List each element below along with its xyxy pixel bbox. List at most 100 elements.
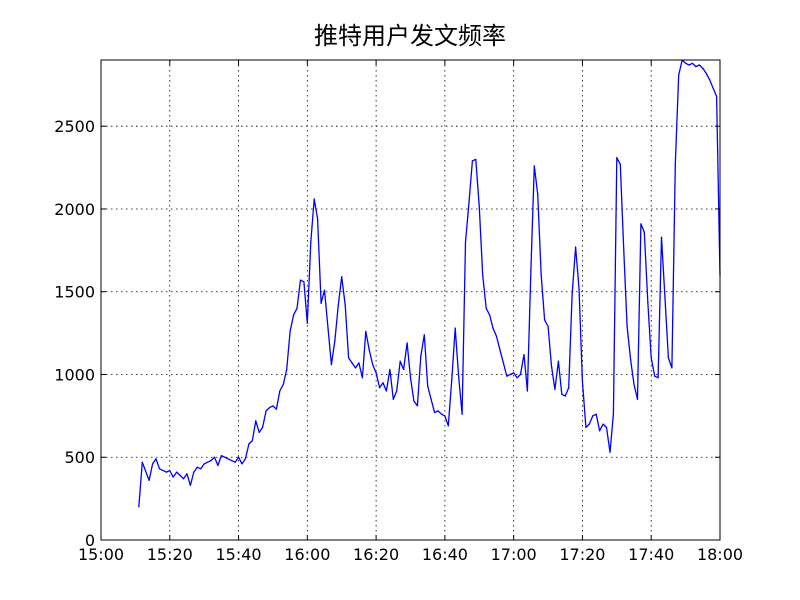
data-point bbox=[557, 360, 560, 362]
data-point bbox=[705, 72, 707, 74]
data-point bbox=[138, 506, 140, 508]
data-point bbox=[537, 193, 539, 195]
data-point bbox=[234, 461, 236, 463]
data-point bbox=[344, 304, 346, 306]
data-point bbox=[420, 355, 422, 357]
x-tick-label: 16:40 bbox=[422, 545, 468, 564]
data-point bbox=[623, 248, 625, 250]
data-point bbox=[275, 408, 277, 410]
data-point bbox=[702, 67, 704, 69]
y-tick-label: 1000 bbox=[54, 365, 95, 384]
data-point bbox=[200, 468, 202, 470]
data-point bbox=[440, 413, 443, 415]
data-point bbox=[231, 460, 233, 462]
data-point bbox=[217, 464, 219, 467]
data-point bbox=[368, 349, 370, 351]
data-point bbox=[691, 62, 694, 64]
plot-area-frame bbox=[100, 59, 721, 541]
data-point bbox=[152, 463, 154, 465]
data-point bbox=[248, 443, 250, 445]
data-point bbox=[667, 357, 670, 359]
data-point bbox=[513, 372, 515, 374]
data-point bbox=[592, 415, 594, 417]
data-point bbox=[337, 304, 339, 306]
data-point bbox=[348, 357, 350, 359]
data-point bbox=[523, 354, 525, 356]
data-point bbox=[561, 393, 563, 395]
data-point bbox=[454, 327, 456, 329]
data-point bbox=[186, 473, 188, 475]
data-point bbox=[365, 330, 367, 332]
data-point bbox=[427, 385, 429, 387]
data-point bbox=[279, 390, 281, 392]
x-tick-label: 16:00 bbox=[284, 545, 330, 564]
data-point bbox=[478, 206, 480, 208]
y-tick-label: 2500 bbox=[54, 117, 95, 136]
data-point bbox=[485, 307, 487, 309]
data-point bbox=[392, 398, 394, 400]
data-point bbox=[633, 383, 635, 385]
data-point bbox=[430, 398, 432, 400]
data-point bbox=[660, 236, 663, 238]
x-axis: 15:00 15:20 15:40 16:00 16:20 16:40 17:00 17:20… bbox=[78, 60, 743, 564]
data-point bbox=[409, 377, 412, 379]
data-point bbox=[530, 269, 532, 271]
data-point bbox=[461, 413, 463, 415]
data-point bbox=[244, 458, 246, 460]
data-point bbox=[695, 66, 697, 68]
data-point bbox=[416, 405, 418, 407]
data-point bbox=[385, 390, 387, 392]
data-point bbox=[464, 241, 467, 243]
data-point bbox=[165, 471, 167, 473]
data-point bbox=[626, 325, 628, 328]
data-point bbox=[155, 458, 157, 460]
data-point bbox=[148, 479, 150, 481]
data-point bbox=[640, 223, 642, 225]
data-point bbox=[299, 279, 302, 281]
data-point bbox=[516, 377, 518, 379]
data-point bbox=[599, 430, 601, 432]
data-point bbox=[320, 302, 322, 304]
y-tick-label: 500 bbox=[64, 448, 95, 467]
data-point bbox=[251, 440, 253, 442]
data-point bbox=[396, 390, 398, 392]
data-point bbox=[193, 471, 195, 473]
series-points bbox=[138, 59, 721, 508]
series-layer bbox=[138, 59, 721, 508]
data-point bbox=[671, 367, 673, 369]
data-point bbox=[334, 340, 336, 342]
data-point bbox=[341, 276, 343, 278]
data-point bbox=[293, 314, 295, 316]
data-point bbox=[306, 322, 308, 324]
data-point bbox=[605, 426, 608, 428]
data-point bbox=[636, 398, 639, 400]
data-point bbox=[499, 349, 501, 351]
data-point bbox=[468, 201, 470, 203]
data-point bbox=[220, 455, 222, 457]
data-point bbox=[509, 373, 511, 376]
x-tick-label: 17:20 bbox=[559, 545, 605, 564]
data-point bbox=[564, 395, 566, 397]
data-point bbox=[282, 383, 284, 385]
x-tick-label: 15:20 bbox=[147, 545, 193, 564]
data-point bbox=[403, 368, 405, 371]
data-point bbox=[647, 301, 649, 303]
data-point bbox=[303, 281, 305, 283]
data-point bbox=[379, 387, 381, 389]
series-line bbox=[138, 59, 721, 507]
data-point bbox=[262, 426, 264, 428]
data-point bbox=[172, 476, 174, 478]
data-point bbox=[458, 375, 460, 377]
data-point bbox=[578, 287, 580, 289]
data-point bbox=[327, 327, 329, 329]
data-point bbox=[540, 274, 542, 276]
data-point bbox=[255, 420, 257, 422]
x-tick-label: 15:00 bbox=[78, 545, 124, 564]
data-point bbox=[351, 362, 353, 364]
data-point bbox=[502, 362, 504, 364]
data-point bbox=[643, 231, 645, 233]
data-point bbox=[238, 456, 240, 458]
x-tick-label: 15:40 bbox=[216, 545, 262, 564]
data-point bbox=[616, 157, 618, 159]
